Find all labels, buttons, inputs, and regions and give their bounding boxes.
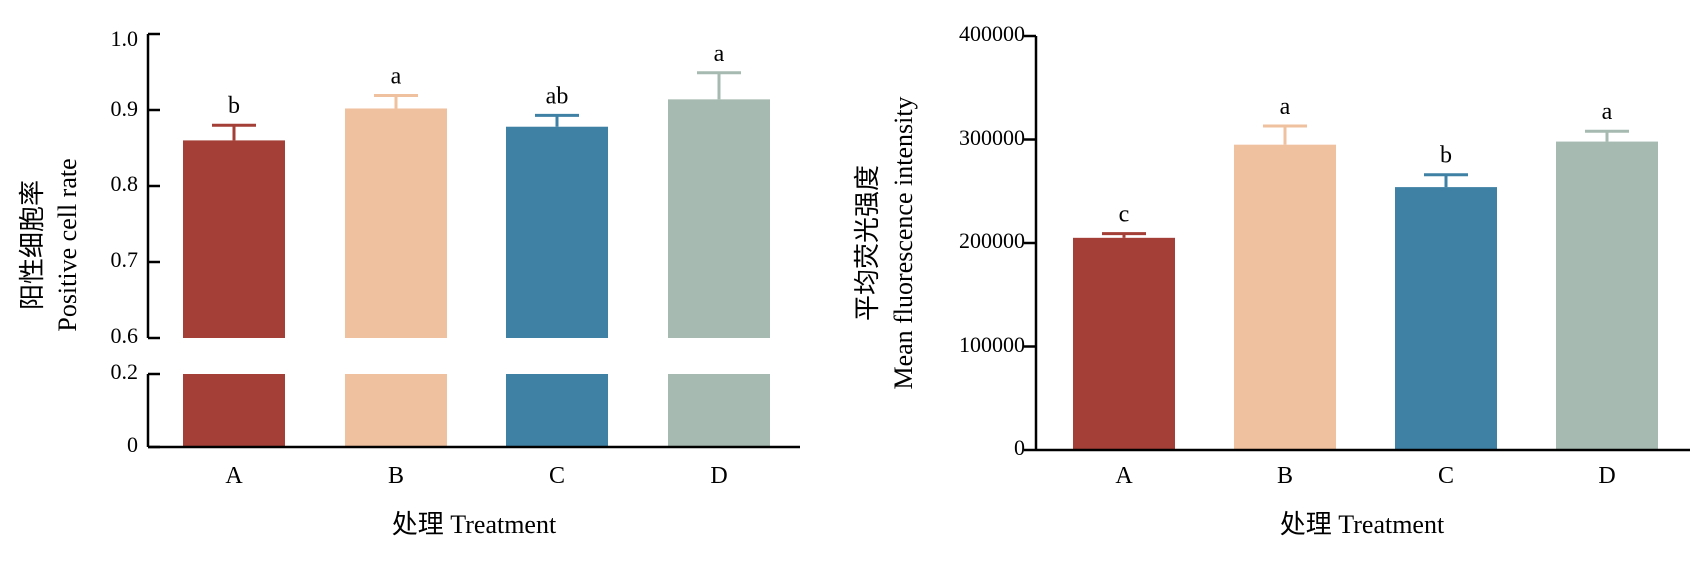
bar-lower-segment <box>506 374 608 447</box>
significance-label: a <box>1280 94 1291 120</box>
y-tick-label: 0.6 <box>111 323 139 348</box>
axes-group <box>146 32 800 449</box>
bar <box>1073 237 1175 450</box>
significance-label: b <box>1440 143 1452 169</box>
bar-lower-segment <box>668 374 770 447</box>
x-axis-title: 处理 Treatment <box>392 510 557 539</box>
y-axis-title-en: Positive cell rate <box>53 158 82 331</box>
axes-group <box>1024 34 1690 452</box>
bar <box>506 126 608 338</box>
y-tick-label: 200000 <box>959 228 1025 253</box>
x-tick-label: B <box>388 463 404 489</box>
y-tick-label: 0.2 <box>111 359 139 384</box>
bar <box>1556 141 1658 450</box>
bar-lower-segment <box>183 374 285 447</box>
significance-label: b <box>228 93 240 119</box>
significance-label: c <box>1119 202 1130 228</box>
significance-label: ab <box>546 83 569 109</box>
y-tick-label: 0.8 <box>111 171 139 196</box>
y-tick-label: 0 <box>127 432 138 457</box>
chart-mean-fluorescence-intensity: 400000 300000 200000 100000 0 A B C D 处理… <box>853 21 1690 539</box>
chart-positive-cell-rate: 1.0 0.9 0.8 0.7 0.6 0.2 0 A B C D 处理 Tre… <box>18 26 800 539</box>
bars-group <box>183 71 770 447</box>
bar <box>668 99 770 338</box>
x-tick-label: A <box>225 463 243 489</box>
x-tick-label: D <box>1598 463 1615 489</box>
y-tick-label: 0.9 <box>111 96 139 121</box>
y-tick-label: 300000 <box>959 125 1025 150</box>
y-axis-title-cn: 阳性细胞率 <box>18 180 47 310</box>
x-tick-label: B <box>1277 463 1293 489</box>
y-tick-label: 100000 <box>959 332 1025 357</box>
bar <box>1234 144 1336 451</box>
bar <box>183 140 285 338</box>
significance-label: a <box>1602 99 1613 125</box>
y-axis-title-en: Mean fluorescence intensity <box>889 96 918 389</box>
y-axis-title-cn: 平均荧光强度 <box>853 165 882 321</box>
y-tick-label: 0.7 <box>111 247 139 272</box>
x-tick-label: C <box>549 463 565 489</box>
significance-label: a <box>714 41 725 67</box>
x-tick-label: D <box>710 463 727 489</box>
bar-lower-segment <box>345 374 447 447</box>
x-axis-title: 处理 Treatment <box>1280 510 1445 539</box>
x-tick-label: C <box>1438 463 1454 489</box>
bar <box>1395 187 1497 451</box>
significance-label: a <box>391 64 402 90</box>
y-tick-label: 400000 <box>959 21 1025 46</box>
y-tick-label: 0 <box>1014 435 1025 460</box>
bar <box>345 108 447 338</box>
bars-group <box>1073 124 1658 451</box>
y-tick-label: 1.0 <box>111 26 139 51</box>
x-tick-label: A <box>1115 463 1133 489</box>
